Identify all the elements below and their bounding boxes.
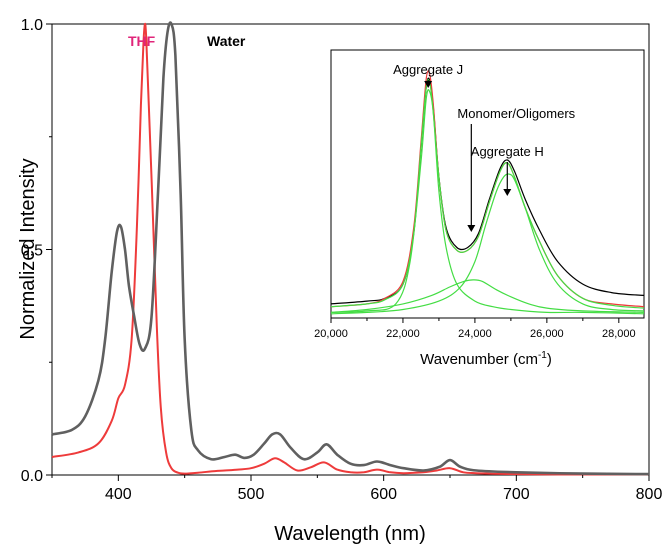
main-plot: 400 500 600 700 800 0.0 0.5 1.0 Wavelength (nm… [17,17,662,545]
y-tick-label: 0.0 [21,468,43,485]
x-tick-label: 400 [105,486,132,503]
inset-plot: 20,000 22,000 24,000 26,000 28,000 Aggregate… [314,49,645,368]
x-tick-label: 700 [503,486,530,503]
x-tick-label: 800 [636,486,663,503]
inset-x-tick-label: 26,000 [530,328,564,340]
inset-x-tick-label: 28,000 [602,328,636,340]
inset-series-group [330,70,645,315]
inset-x-ticks: 20,000 22,000 24,000 26,000 28,000 [314,318,636,340]
x-tick-label: 600 [370,486,397,503]
inset-x-tick-label: 22,000 [386,328,420,340]
series-line-water [51,21,650,476]
inset-series-line-5 [330,173,645,315]
inset-annotation-label: Aggregate H [471,144,544,159]
main-y-axis-title: Normalized Intensity [17,158,39,339]
inset-series-line-3 [330,89,645,315]
x-tick-label: 500 [238,486,265,503]
inset-annotation-label: Monomer/Oligomers [457,106,575,121]
inset-x-tick-label: 24,000 [458,328,492,340]
inset-annotations: Aggregate J Monomer/Oligomers Aggregate H [393,62,576,232]
inset-annotation-label: Aggregate J [393,62,463,77]
y-tick-label: 0.5 [21,243,43,260]
legend-thf-label: THF [128,33,156,49]
annotation-arrow-head [503,189,512,196]
inset-series-line-4 [330,279,645,313]
main-series-group [51,21,650,476]
inset-x-axis-title: Wavenumber (cm-1) [420,350,552,368]
legend-water-label: Water [207,33,246,49]
annotation-arrow-head [467,225,476,232]
inset-plot-frame [330,49,645,319]
main-x-axis-title: Wavelength (nm) [274,523,426,545]
series-line-thf [51,22,650,476]
main-x-ticks: 400 500 600 700 800 [51,475,663,503]
inset-x-tick-label: 20,000 [314,328,348,340]
y-tick-label: 1.0 [21,17,43,34]
main-y-ticks: 0.0 0.5 1.0 [21,17,52,485]
annotation-arrow-head [424,81,433,88]
